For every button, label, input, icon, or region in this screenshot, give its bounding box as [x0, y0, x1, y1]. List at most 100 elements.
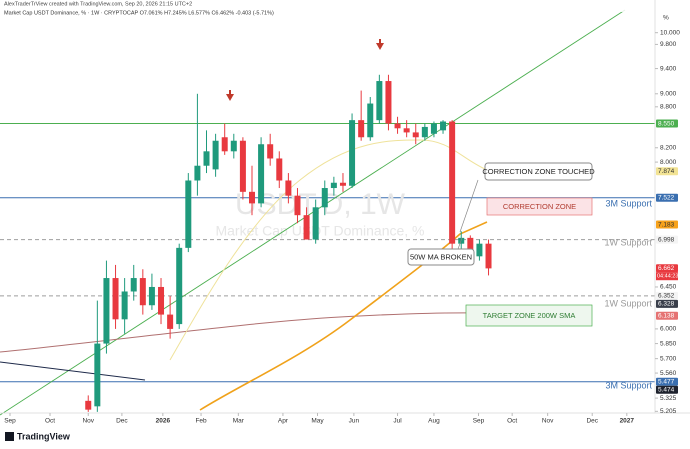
candle-body: [321, 188, 328, 208]
price-label: 7.183: [658, 221, 675, 228]
arrow: [376, 43, 384, 50]
annotation-box: [465, 304, 593, 327]
candle-body: [412, 132, 419, 138]
candle-body: [239, 140, 246, 192]
x-tick-label: Apr: [278, 418, 289, 425]
candle-body: [467, 237, 474, 257]
candle-body: [358, 120, 365, 138]
candle-body: [303, 215, 310, 240]
x-tick-label: May: [311, 418, 324, 425]
x-tick-label: Jun: [349, 418, 360, 425]
candle-body: [485, 243, 492, 269]
support-label: 1W Support: [604, 237, 652, 247]
candle-body: [330, 182, 337, 189]
x-tick-label: Sep: [4, 418, 16, 425]
connector: [457, 237, 463, 250]
y-tick-label: 10.000: [660, 29, 680, 36]
candle-body: [94, 343, 101, 407]
candle-body: [167, 314, 174, 329]
level-label-box: [656, 119, 678, 128]
candle-body: [267, 144, 274, 159]
trend-line: [0, 9, 626, 416]
y-tick-label: 9.800: [660, 41, 677, 48]
support-label: 3M Support: [605, 380, 652, 390]
support-label: 1W Support: [604, 298, 652, 308]
candle-body: [312, 207, 319, 240]
y-tick-label: 9.000: [660, 91, 677, 98]
price-label-box: [656, 167, 678, 176]
annotation-box: [486, 197, 593, 216]
candle-body: [248, 191, 255, 204]
candle-body: [103, 278, 110, 344]
candle-body: [367, 103, 374, 138]
candle-body: [212, 140, 219, 170]
candle-body: [421, 126, 428, 138]
candle-body: [376, 81, 383, 121]
annotation-box: [484, 162, 593, 181]
x-tick-label: Dec: [116, 418, 128, 425]
brand: TradingView: [17, 431, 71, 441]
y-tick-label: 8.200: [660, 144, 677, 151]
candle-body: [339, 182, 346, 186]
candle-body: [139, 278, 146, 306]
price-label-box: [656, 311, 678, 320]
x-tick-label: Mar: [233, 418, 245, 425]
price-label-box: [656, 220, 678, 229]
arrow: [226, 94, 234, 101]
x-tick-label: Sep: [473, 418, 485, 425]
chart-title: Market Cap USDT Dominance, % · 1W · CRYP…: [4, 10, 274, 16]
candle-body: [403, 128, 410, 133]
candle-body: [203, 151, 210, 166]
level-label: 6.998: [658, 236, 675, 243]
level-label-box: [656, 291, 678, 300]
annotation: CORRECTION ZONE: [503, 202, 576, 211]
countdown-box: [656, 272, 678, 281]
candle-body: [385, 81, 392, 124]
watermark-subtitle: Market Cap USDT Dominance, %: [215, 223, 424, 239]
support-label: 3M Support: [605, 198, 652, 208]
level-label: 6.352: [658, 293, 675, 300]
marks-layer: [85, 74, 492, 412]
price-label-box: [656, 264, 678, 273]
candle-body: [176, 247, 183, 325]
x-tick-label: 2027: [620, 418, 635, 425]
candle-body: [294, 195, 301, 216]
y-tick-label: 6.450: [660, 284, 677, 291]
candle-body: [476, 243, 483, 257]
candle-body: [130, 278, 137, 292]
candle-body: [112, 278, 119, 320]
annotation: 50W MA BROKEN: [410, 252, 472, 261]
candle-body: [349, 120, 356, 186]
countdown: 04:44:23: [657, 274, 678, 280]
x-tick-label: Aug: [428, 418, 440, 425]
y-tick-label: 5.850: [660, 340, 677, 347]
candle-body: [85, 400, 92, 410]
credit: AlexTraderTrView created with TradingVie…: [4, 1, 192, 7]
candle-body: [430, 123, 437, 134]
annotation-box: [407, 248, 475, 266]
y-tick-label: 5.205: [660, 408, 677, 415]
candle-body: [449, 121, 456, 244]
candle-body: [194, 165, 201, 181]
y-tick-label: 5.325: [660, 395, 677, 402]
y-tick-label: 8.800: [660, 104, 677, 111]
x-tick-label: Dec: [586, 418, 598, 425]
candle-body: [440, 121, 447, 131]
price-label: 6.662: [658, 265, 675, 272]
y-tick-label: 9.400: [660, 65, 677, 72]
ma-200w: [0, 312, 488, 353]
candle-body: [276, 158, 283, 181]
candle-body: [148, 286, 155, 306]
price-label-box: [656, 385, 678, 394]
price-label-box: [656, 299, 678, 308]
candle-body: [121, 291, 128, 320]
price-label: 6.328: [658, 301, 675, 308]
annotation: CORRECTION ZONE TOUCHED: [482, 167, 595, 176]
candle-body: [158, 286, 165, 315]
trend-line: [0, 361, 146, 381]
candle-body: [230, 140, 237, 152]
logo: [5, 432, 14, 441]
ma-20w: [169, 139, 488, 361]
level-label: 5.477: [658, 379, 675, 386]
